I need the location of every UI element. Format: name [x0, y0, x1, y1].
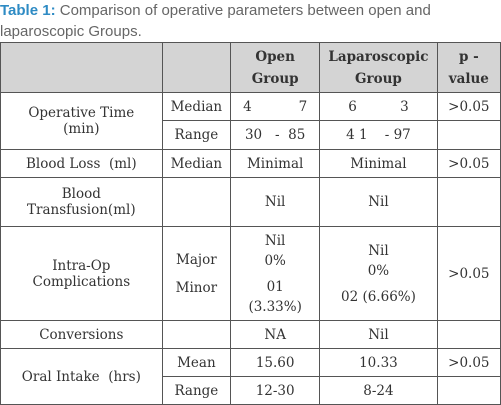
comparison-table: Open Group Laparoscopic Group p - value Ope…: [0, 42, 501, 405]
header-open-group: Open Group: [230, 42, 321, 93]
empty-cell: [436, 376, 501, 405]
header-row: Open Group Laparoscopic Group p - value: [0, 42, 501, 93]
lap-oral-range: 8-24: [319, 376, 438, 405]
empty-cell: [436, 177, 501, 227]
header-laparoscopic-group: Laparoscopic Group: [319, 42, 438, 93]
oral-intake-p: >0.05: [436, 348, 501, 377]
table-row: Range 30 - 85 4 1 - 97: [1, 120, 501, 150]
table-row: Range 12-30 8-24: [1, 376, 501, 405]
open-complications: Nil 0% 01 (3.33%): [230, 226, 321, 321]
empty-cell: [436, 120, 501, 150]
conversions-label: Conversions: [0, 320, 163, 349]
lap-complications: Nil 0% 02 (6.66%): [319, 226, 438, 321]
complications-label: Intra-Op Complications: [0, 226, 163, 321]
empty-cell: [161, 320, 232, 349]
open-conversions: NA: [230, 320, 321, 349]
lap-operative-range: 4 1 - 97: [319, 120, 438, 150]
complications-p: >0.05: [436, 226, 501, 321]
lap-blood-loss: Minimal: [319, 149, 438, 178]
stat-label: Median: [161, 92, 232, 121]
empty-cell: [161, 177, 232, 227]
operative-time-p: >0.05: [436, 92, 501, 121]
complication-type: Major Minor: [161, 226, 232, 321]
table-title: Comparison of operative parameters betwe…: [0, 2, 431, 40]
operative-time-label: Operative Time (min): [0, 92, 163, 150]
table-row: Intra-Op Complications Major Minor Nil 0% 01…: [0, 226, 501, 321]
open-oral-range: 12-30: [230, 376, 321, 405]
lap-oral-mean: 10.33: [319, 348, 438, 377]
stat-label: Mean: [161, 348, 232, 377]
empty-cell: [436, 320, 501, 349]
header-blank-2: [161, 42, 232, 93]
blood-loss-p: >0.05: [436, 149, 501, 178]
lap-conversions: Nil: [319, 320, 438, 349]
stat-label: Range: [161, 120, 232, 150]
stat-label: Median: [161, 149, 232, 178]
blood-loss-label: Blood Loss (ml): [0, 149, 163, 178]
open-blood-loss: Minimal: [230, 149, 321, 178]
stat-label: Range: [161, 376, 232, 405]
table-row: Blood Transfusion(ml) Nil Nil: [0, 177, 501, 227]
table-row: Conversions NA Nil: [0, 320, 501, 349]
oral-intake-label: Oral Intake (hrs): [0, 348, 163, 405]
blood-transfusion-label: Blood Transfusion(ml): [0, 177, 163, 227]
open-blood-transfusion: Nil: [230, 177, 321, 227]
table-row: Oral Intake (hrs) Mean 15.60 10.33 >0.05: [0, 348, 501, 405]
open-oral-mean: 15.60: [230, 348, 321, 377]
header-blank-1: [0, 42, 163, 93]
lap-blood-transfusion: Nil: [319, 177, 438, 227]
table-label: Table 1:: [0, 2, 56, 19]
table-caption: Table 1: Comparison of operative paramet…: [0, 0, 501, 42]
table-row: Blood Loss (ml) Median Minimal Minimal >…: [0, 149, 501, 178]
open-operative-range: 30 - 85: [230, 120, 321, 150]
header-p-value: p - value: [436, 42, 501, 93]
